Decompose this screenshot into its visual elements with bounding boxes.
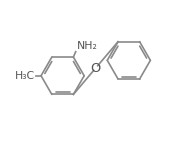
Text: H₃C: H₃C: [15, 71, 35, 81]
Text: NH₂: NH₂: [76, 41, 97, 51]
Text: O: O: [91, 61, 101, 75]
